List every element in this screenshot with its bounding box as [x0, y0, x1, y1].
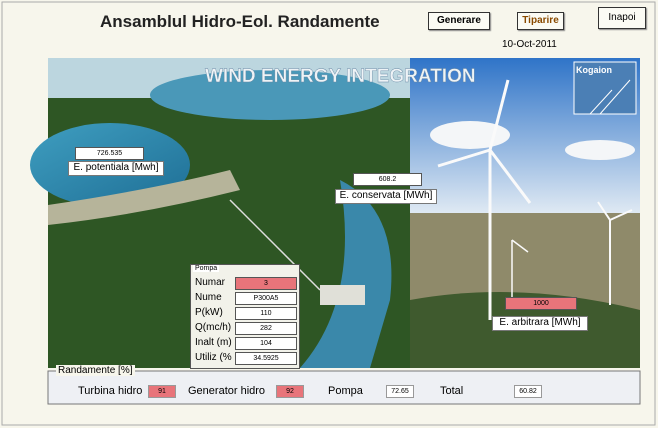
field-value: 1000: [505, 297, 577, 310]
pump-panel: Pompa Numar 3 Nume P300A5 P(kW) 110 Q(mc/h) 282…: [190, 264, 300, 369]
logo: Kogaion: [576, 65, 612, 75]
field-label: E. arbitrara [MWh]: [492, 316, 588, 331]
efficiency-value: 60.82: [514, 385, 542, 398]
field-value: 726.535: [75, 147, 144, 160]
pump-label: Numar: [195, 277, 225, 288]
field-label: E. conservata [MWh]: [335, 189, 437, 204]
efficiency-label: Turbina hidro: [78, 385, 142, 397]
button[interactable]: Tiparire: [517, 12, 564, 30]
picture: WIND ENERGY INTEGRATION Kogaion: [0, 0, 658, 428]
banner-title: WIND ENERGY INTEGRATION: [205, 66, 476, 87]
button[interactable]: Generare: [428, 12, 490, 30]
efficiency-value: 72.65: [386, 385, 414, 398]
pump-label: Nume: [195, 292, 222, 303]
date: 10-Oct-2011: [502, 39, 557, 50]
pump-value: 3: [235, 277, 297, 290]
pump-title: Pompa: [193, 265, 219, 272]
pump-label: Inalt (m): [195, 337, 232, 348]
efficiency-label: Pompa: [328, 385, 363, 397]
title: Ansamblul Hidro-Eol. Randamente: [100, 12, 380, 32]
pump-value: 104: [235, 337, 297, 350]
button[interactable]: Inapoi: [598, 7, 646, 29]
pump-label: Q(mc/h): [195, 322, 231, 333]
field-value: 608.2: [353, 173, 422, 186]
pump-value: P300A5: [235, 292, 297, 305]
efficiency-value: 91: [148, 385, 176, 398]
efficiency-label: Generator hidro: [188, 385, 265, 397]
field-label: E. potentiala [Mwh]: [68, 161, 164, 176]
pump-label: P(kW): [195, 307, 223, 318]
efficiency-title: Randamente [%]: [56, 365, 135, 376]
app-window: WIND ENERGY INTEGRATION Kogaion Ansamblu…: [0, 0, 658, 428]
pump-value: 110: [235, 307, 297, 320]
efficiency-label: Total: [440, 385, 463, 397]
pump-value: 282: [235, 322, 297, 335]
pump-value: 34.5925: [235, 352, 297, 365]
efficiency-value: 92: [276, 385, 304, 398]
pump-label: Utiliz (%: [195, 352, 232, 363]
